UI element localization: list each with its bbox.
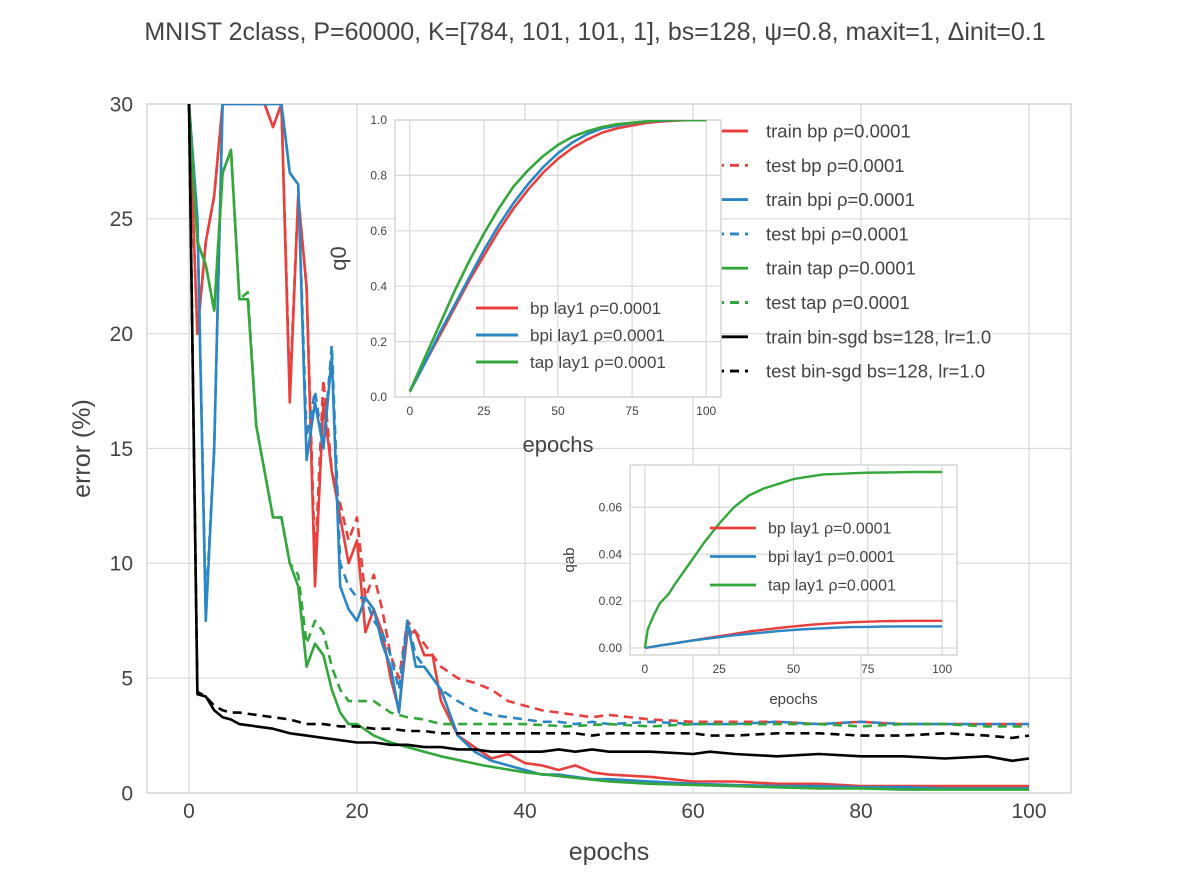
series-line-bpi [187, 104, 1029, 790]
series-line-binsgd-test [187, 104, 1030, 740]
series-group [187, 104, 1030, 791]
series-line-bpi [644, 625, 943, 650]
y-tick-label: 0.06 [599, 500, 623, 514]
x-axis-label: epochs [523, 432, 594, 457]
legend-entry-label: tap lay1 ρ=0.0001 [768, 578, 896, 595]
x-axis-label: epochs [569, 838, 650, 866]
x-tick-label: 40 [513, 800, 536, 823]
x-tick-label: 0 [406, 404, 413, 418]
y-tick-label: 30 [110, 93, 133, 116]
x-tick-label: 100 [696, 404, 716, 418]
legend-entry-label: tap lay1 ρ=0.0001 [530, 353, 666, 372]
y-axis-label: q0 [326, 246, 351, 270]
x-tick-label: 20 [345, 800, 368, 823]
gridlines [630, 465, 957, 655]
y-axis-label: qab [561, 547, 578, 572]
y-tick-label: 20 [110, 323, 133, 346]
legend-entry-label: test bin-sgd bs=128, lr=1.0 [766, 361, 985, 382]
series-line-tap [408, 120, 707, 393]
inset-qab-plot: 0 25 50 75 100 0.00 0.02 0.04 0.06 epochs qab bp la… [561, 464, 958, 708]
gridlines [147, 103, 1071, 794]
series-line-binsgd [187, 104, 1030, 763]
y-tick-label: 0.04 [599, 547, 623, 561]
legend-entry-label: bp lay1 ρ=0.0001 [768, 521, 892, 538]
legend-entry-label: bpi lay1 ρ=0.0001 [768, 549, 895, 566]
x-tick-label: 100 [1011, 800, 1046, 823]
x-axis-label: epochs [769, 691, 817, 708]
legend-entry-label: bp lay1 ρ=0.0001 [530, 299, 661, 318]
series-line-bp-test [187, 104, 1029, 726]
legend: bp lay1 ρ=0.0001 bpi lay1 ρ=0.0001 tap lay… [710, 521, 896, 595]
inset-q0-plot: 0 25 50 75 100 0.0 0.2 0.4 0.6 0.8 1.0 epochs q0 bp l… [326, 113, 722, 457]
series-line-tap [187, 104, 1029, 791]
x-tick-label: 25 [713, 662, 727, 676]
legend-entry-label: bpi lay1 ρ=0.0001 [530, 326, 665, 345]
y-tick-label: 15 [110, 438, 133, 461]
y-tick-label: 10 [110, 553, 133, 576]
legend-entry-label: test bpi ρ=0.0001 [766, 223, 909, 244]
x-tick-label: 50 [551, 404, 565, 418]
gridlines [395, 119, 721, 398]
x-tick-label: 50 [787, 662, 801, 676]
x-tick-label: 60 [681, 800, 704, 823]
legend-entry-label: train bin-sgd bs=128, lr=1.0 [766, 326, 991, 347]
y-tick-label: 5 [121, 668, 133, 691]
series-line-tap-test [187, 104, 1029, 728]
legend: bp lay1 ρ=0.0001 bpi lay1 ρ=0.0001 tap lay… [476, 299, 666, 372]
y-axis-label: error (%) [68, 399, 96, 498]
x-tick-label: 0 [183, 800, 195, 823]
x-tick-label: 75 [861, 662, 875, 676]
y-tick-label: 0.6 [370, 224, 387, 238]
y-tick-label: 25 [110, 208, 133, 231]
y-tick-label: 0.0 [370, 390, 387, 404]
y-tick-label: 0.8 [370, 169, 387, 183]
x-tick-label: 80 [849, 800, 872, 823]
series-line-tap [643, 470, 943, 649]
legend-entry-label: train tap ρ=0.0001 [766, 258, 916, 279]
y-tick-label: 1.0 [370, 113, 387, 127]
legend: train bp ρ=0.0001 test bp ρ=0.0001 train b… [700, 120, 991, 382]
y-tick-label: 0.00 [599, 641, 623, 655]
y-tick-label: 0.2 [370, 335, 387, 349]
legend-entry-label: train bpi ρ=0.0001 [766, 189, 915, 210]
legend-entry-label: train bp ρ=0.0001 [766, 120, 911, 141]
series-group [643, 470, 943, 650]
series-line-bpi-test [187, 104, 1029, 726]
y-tick-label: 0.02 [599, 594, 623, 608]
legend-entry-label: test bp ρ=0.0001 [766, 155, 905, 176]
y-tick-label: 0 [121, 782, 133, 805]
y-tick-label: 0.4 [370, 279, 387, 293]
figure-title: MNIST 2class, P=60000, K=[784, 101, 101,… [144, 18, 1045, 46]
x-tick-label: 75 [625, 404, 639, 418]
x-tick-label: 25 [477, 404, 491, 418]
x-tick-label: 100 [932, 662, 952, 676]
x-tick-label: 0 [642, 662, 649, 676]
series-group [408, 120, 707, 393]
legend-entry-label: test tap ρ=0.0001 [766, 292, 910, 313]
